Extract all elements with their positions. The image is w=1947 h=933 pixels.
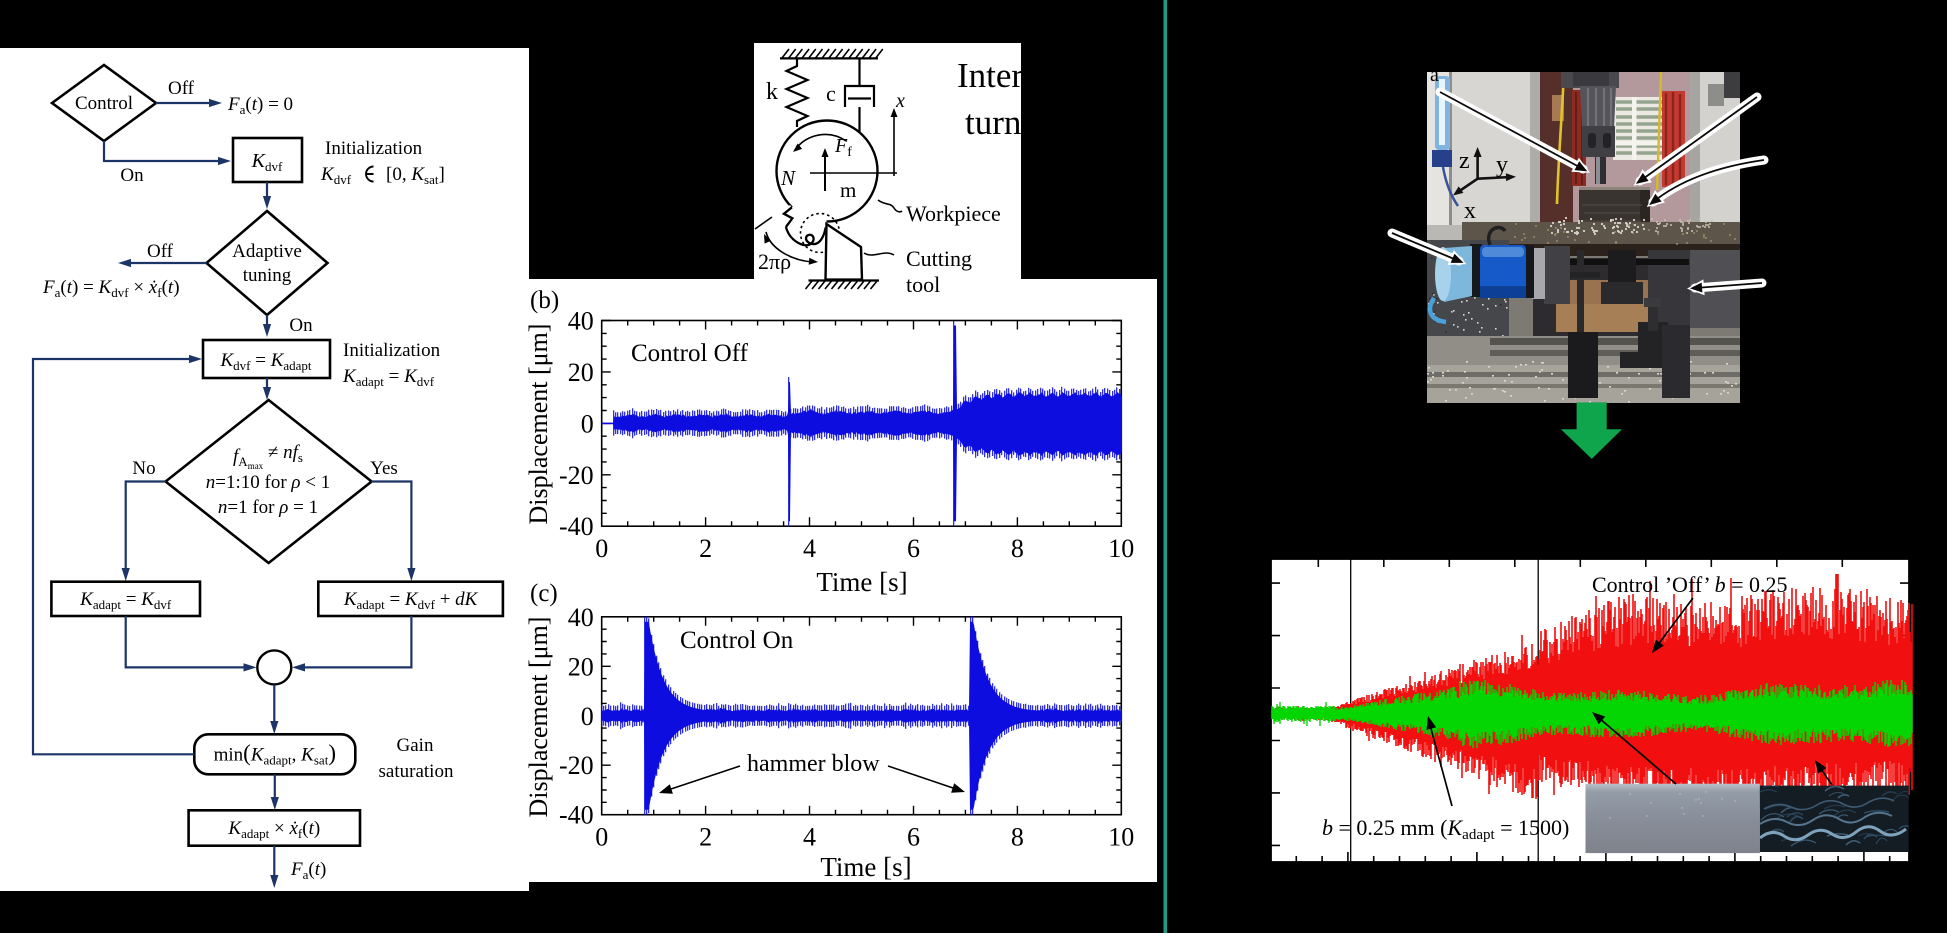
svg-text:Initialization: Initialization — [325, 138, 423, 159]
svg-text:n=1:10 for ρ < 1: n=1:10 for ρ < 1 — [206, 472, 331, 493]
svg-text:Off: Off — [147, 241, 174, 262]
svg-text:4: 4 — [803, 534, 816, 563]
svg-text:Displacement [μm]: Displacement [μm] — [524, 617, 553, 818]
svg-text:Off: Off — [168, 78, 195, 99]
svg-text:8: 8 — [1011, 534, 1024, 563]
svg-text:Initialization: Initialization — [343, 340, 441, 361]
svg-text:tool: tool — [906, 272, 940, 297]
svg-text:20: 20 — [568, 358, 594, 387]
svg-text:hammer blow: hammer blow — [747, 751, 880, 777]
svg-text:Workpiece: Workpiece — [906, 201, 1001, 226]
svg-text:k: k — [766, 79, 778, 105]
svg-text:Control Off: Control Off — [631, 340, 749, 367]
svg-text:b = 0.25 mm (Kadapt​ = 1500): b = 0.25 mm (Kadapt​ = 1500) — [1322, 815, 1569, 843]
svg-text:6: 6 — [907, 534, 920, 563]
svg-text:-40: -40 — [559, 801, 594, 830]
svg-text:Fa​(t) = Kdvf​ × ẋf​(t): Fa​(t) = Kdvf​ × ẋf​(t) — [42, 277, 180, 300]
svg-text:0: 0 — [581, 702, 594, 731]
svg-text:Fa​(t) = 0: Fa​(t) = 0 — [227, 94, 293, 117]
svg-text:tuning: tuning — [243, 265, 292, 286]
svg-text:N: N — [780, 166, 796, 190]
svg-text:c: c — [826, 81, 836, 106]
svg-text:Control ’Off’ b = 0.25: Control ’Off’ b = 0.25 — [1592, 572, 1788, 597]
svg-text:Control: Control — [75, 93, 133, 114]
svg-text:m: m — [840, 178, 856, 202]
svg-text:y: y — [1496, 152, 1508, 178]
svg-text:saturation: saturation — [379, 761, 454, 782]
svg-text:40: 40 — [568, 307, 594, 336]
svg-text:Kdvf​: Kdvf​ — [320, 164, 352, 187]
svg-text:Adaptive: Adaptive — [232, 241, 302, 262]
svg-text:Gain: Gain — [397, 735, 434, 756]
svg-text:2: 2 — [699, 823, 712, 852]
svg-text:-40: -40 — [559, 512, 594, 541]
svg-text:(c): (c) — [530, 580, 558, 607]
svg-text:-20: -20 — [559, 461, 594, 490]
svg-text:Fa​(t): Fa​(t) — [290, 859, 326, 882]
svg-text:On: On — [289, 315, 313, 336]
svg-text:10: 10 — [1108, 823, 1134, 852]
svg-text:Kdvf​: Kdvf​ — [251, 150, 283, 174]
svg-text:4: 4 — [803, 823, 816, 852]
svg-text:Displacement [μm]: Displacement [μm] — [524, 324, 553, 525]
svg-text:Cutting: Cutting — [906, 246, 972, 271]
svg-text:10: 10 — [1108, 534, 1134, 563]
svg-text:40: 40 — [568, 603, 594, 632]
svg-text:z: z — [1459, 148, 1470, 174]
svg-text:2: 2 — [699, 534, 712, 563]
svg-text:2πρ: 2πρ — [758, 249, 791, 274]
svg-text:Time [s]: Time [s] — [820, 852, 911, 882]
svg-text:Control On: Control On — [680, 627, 794, 654]
svg-text:-20: -20 — [559, 751, 594, 780]
svg-text:a: a — [1430, 64, 1439, 86]
svg-text:x: x — [895, 90, 905, 112]
svg-text:8: 8 — [1011, 823, 1024, 852]
svg-text:Yes: Yes — [370, 458, 398, 479]
svg-text:turning: turning — [965, 103, 1066, 142]
svg-text:(b): (b) — [530, 287, 559, 314]
svg-text:0: 0 — [581, 409, 594, 438]
svg-text:No: No — [132, 458, 155, 479]
svg-text:20: 20 — [568, 652, 594, 681]
svg-text:Time [s]: Time [s] — [816, 567, 907, 597]
svg-text:n=1 for ρ = 1: n=1 for ρ = 1 — [218, 497, 318, 518]
svg-text:0: 0 — [595, 534, 608, 563]
svg-text:Interrupted: Interrupted — [957, 56, 1113, 95]
svg-text:x: x — [1464, 198, 1476, 224]
svg-text:0: 0 — [595, 823, 608, 852]
svg-text:6: 6 — [907, 823, 920, 852]
svg-text:On: On — [120, 165, 144, 186]
